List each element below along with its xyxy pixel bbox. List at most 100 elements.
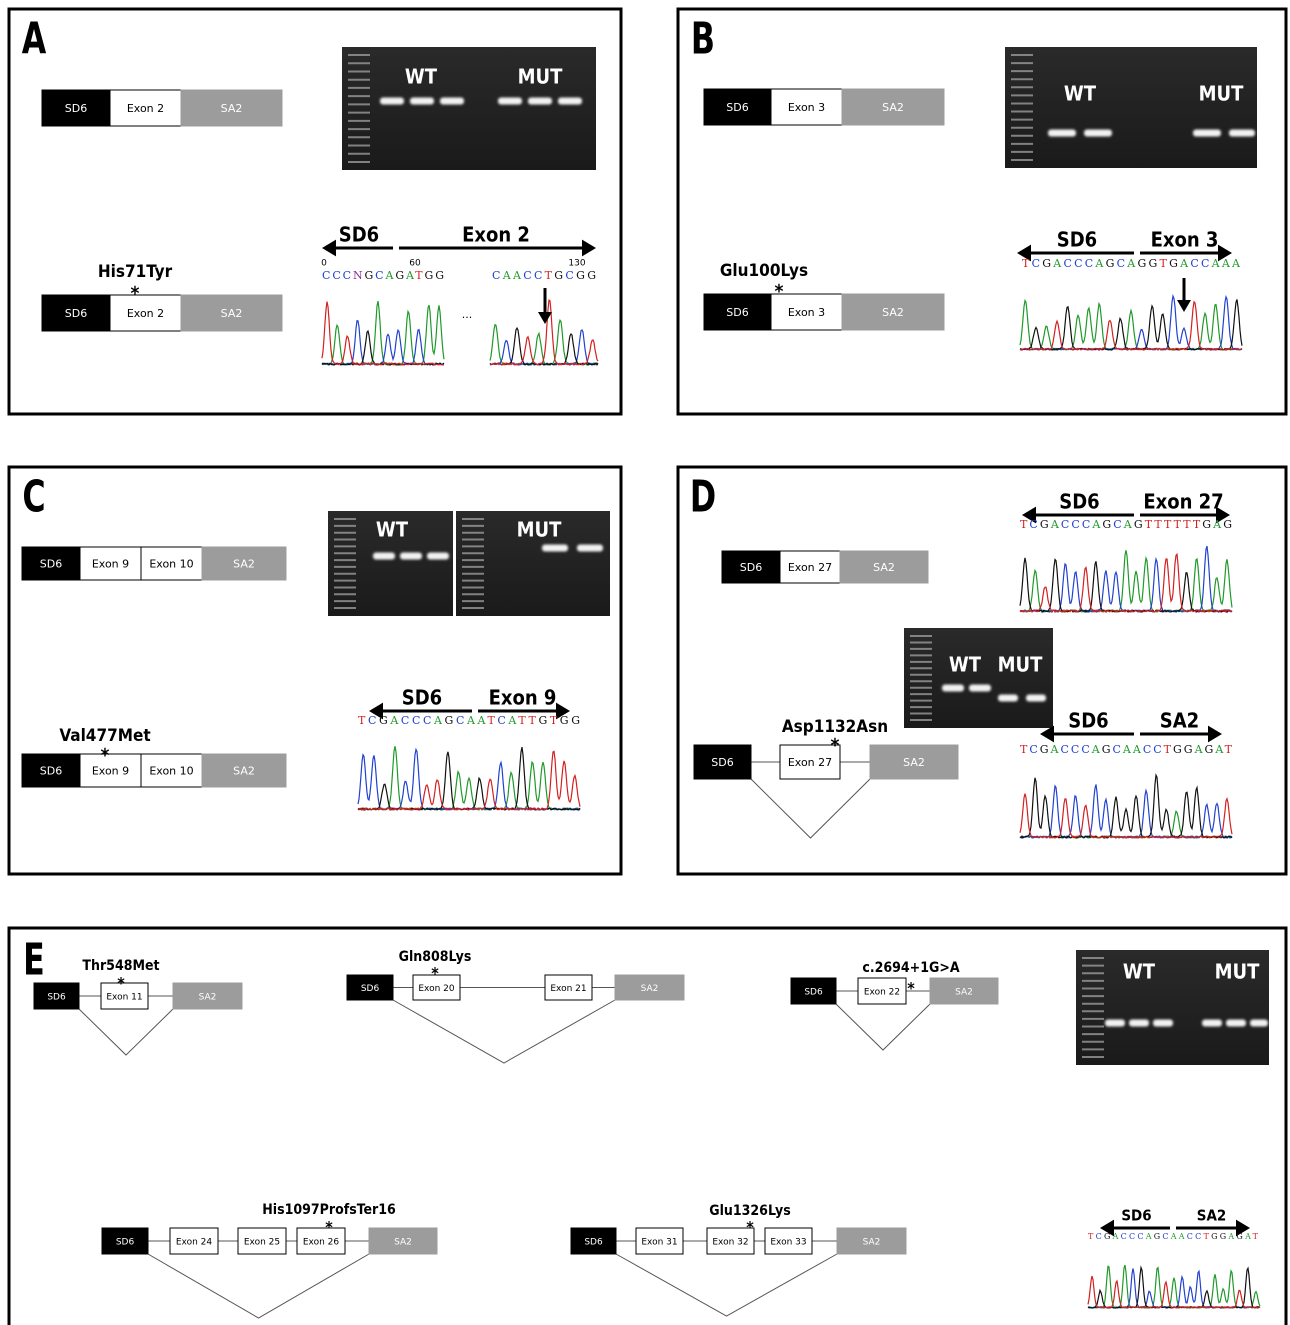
segment-label: Exon 10 xyxy=(149,558,193,571)
gel-band xyxy=(1226,1020,1246,1027)
segment-label: SD6 xyxy=(726,101,748,114)
gel-band xyxy=(1048,130,1076,137)
gel-band xyxy=(410,98,434,105)
segment-label: Exon 9 xyxy=(92,765,129,778)
segment-label: Exon 25 xyxy=(244,1238,280,1248)
region-label: SD6 xyxy=(1057,228,1097,252)
figure: ASD6Exon 2SA2SD6Exon 2SA2His71Tyr*WTMUTS… xyxy=(0,0,1290,1325)
segment-label: Exon 33 xyxy=(770,1238,806,1248)
segment-label: SA2 xyxy=(394,1238,412,1248)
gel-band xyxy=(942,685,964,692)
gel-lane-label: WT xyxy=(1123,960,1156,984)
gel-band xyxy=(1105,1020,1125,1027)
gel-band xyxy=(400,553,422,560)
segment-label: SD6 xyxy=(40,765,62,778)
mutation-label: c.2694+1G>A xyxy=(862,960,960,976)
segment-label: SA2 xyxy=(233,765,255,778)
mutation-asterisk: * xyxy=(101,745,110,767)
segment-label: SA2 xyxy=(221,102,243,115)
splice-triangle xyxy=(393,1000,615,1063)
gel-lane-label: WT xyxy=(1064,82,1097,106)
region-label: SA2 xyxy=(1160,709,1199,733)
gel-band xyxy=(998,695,1018,702)
panel-letter: C xyxy=(22,472,45,523)
segment-label: Exon 22 xyxy=(864,988,900,998)
mutation-arrow-head xyxy=(538,312,552,324)
arrow-head xyxy=(322,240,336,257)
segment-label: SA2 xyxy=(882,306,904,319)
segment-label: SA2 xyxy=(221,307,243,320)
gel-band xyxy=(542,545,568,552)
chromatogram-trace xyxy=(358,751,580,810)
segment-label: Exon 21 xyxy=(550,984,586,994)
arrow-head xyxy=(1208,726,1222,743)
segment-label: Exon 2 xyxy=(127,307,164,320)
gel-band xyxy=(528,98,552,105)
mutation-label: His71Tyr xyxy=(98,262,173,282)
segment-label: SA2 xyxy=(873,561,895,574)
segment-label: SD6 xyxy=(740,561,762,574)
gel-lane-label: MUT xyxy=(1199,82,1245,106)
segment-label: SA2 xyxy=(199,993,217,1003)
segment-label: SD6 xyxy=(47,993,66,1003)
splice-triangle xyxy=(79,1009,173,1055)
mutation-asterisk: * xyxy=(117,974,125,993)
segment-label: Exon 24 xyxy=(176,1238,213,1248)
segment-label: Exon 26 xyxy=(303,1238,340,1248)
page: ASD6Exon 2SA2SD6Exon 2SA2His71Tyr*WTMUTS… xyxy=(0,0,1290,1325)
chromatogram-trace xyxy=(1020,546,1232,612)
segment-label: Exon 9 xyxy=(92,558,129,571)
segment-label: SD6 xyxy=(711,756,733,769)
mutation-asterisk: * xyxy=(431,964,439,983)
panel-letter: B xyxy=(691,14,715,65)
sequence-text: TCGACCCAGCAATCATTGTGG xyxy=(358,714,580,727)
region-label: Exon 27 xyxy=(1143,490,1223,514)
gel-band xyxy=(1202,1020,1222,1027)
segment-label: Exon 32 xyxy=(712,1238,748,1248)
gel-band xyxy=(440,98,464,105)
mutation-asterisk: * xyxy=(775,281,784,303)
gel-band xyxy=(1153,1020,1173,1027)
sequence-position: 0 xyxy=(321,259,327,269)
gel-lane-label: MUT xyxy=(518,65,564,89)
gel-band xyxy=(373,553,395,560)
region-label: SD6 xyxy=(402,686,442,710)
gel-band xyxy=(1229,130,1255,137)
segment-label: SA2 xyxy=(641,984,659,994)
segment-label: SA2 xyxy=(955,988,973,998)
segment-label: SD6 xyxy=(804,988,823,998)
region-label: SD6 xyxy=(1068,709,1108,733)
segment-label: Exon 20 xyxy=(418,984,455,994)
gel-band xyxy=(427,553,449,560)
segment-label: Exon 11 xyxy=(106,993,142,1003)
mutation-asterisk: * xyxy=(131,283,140,305)
sequence-position: 60 xyxy=(409,259,421,269)
gel-lane-label: WT xyxy=(949,653,982,677)
gel-band xyxy=(1129,1020,1149,1027)
segment-label: Exon 31 xyxy=(641,1238,677,1248)
sequence-text: TCGACCCAGCAGTTTTTTGAG xyxy=(1020,518,1232,531)
splice-triangle xyxy=(836,1004,930,1050)
sequence-position: 130 xyxy=(568,259,585,269)
segment-label: Exon 2 xyxy=(127,102,164,115)
gel-band xyxy=(498,98,522,105)
mutation-label: His1097ProfsTer16 xyxy=(262,1202,396,1218)
gel-band xyxy=(577,545,603,552)
sequence-text: TCGACCCAGCAGGTGACCAAA xyxy=(1022,257,1241,270)
gel-lane-label: MUT xyxy=(1215,960,1261,984)
gel-lane-label: WT xyxy=(376,518,409,542)
splice-triangle xyxy=(751,779,870,838)
gel-lane-label: WT xyxy=(405,65,438,89)
chromatogram-trace xyxy=(1020,558,1232,612)
arrow-head xyxy=(1040,726,1054,743)
gel-band xyxy=(1193,130,1221,137)
chromatogram-trace xyxy=(1020,554,1232,612)
region-label: SD6 xyxy=(1059,490,1099,514)
segment-label: SA2 xyxy=(882,101,904,114)
arrow-head xyxy=(582,240,596,257)
segment-label: SA2 xyxy=(233,558,255,571)
segment-label: SD6 xyxy=(65,102,87,115)
